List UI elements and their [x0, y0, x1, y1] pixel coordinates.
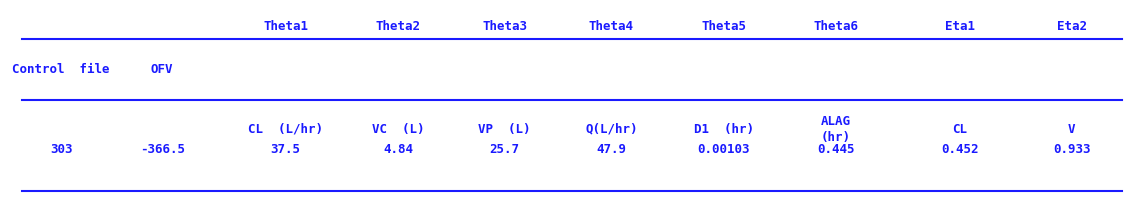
Text: VC  (L): VC (L): [372, 123, 424, 136]
Text: Theta2: Theta2: [376, 20, 420, 33]
Text: 0.00103: 0.00103: [697, 143, 750, 156]
Text: Q(L/hr): Q(L/hr): [586, 123, 638, 136]
Text: 25.7: 25.7: [489, 143, 520, 156]
Text: Theta3: Theta3: [482, 20, 527, 33]
Text: Control  file: Control file: [12, 63, 110, 76]
Text: Theta5: Theta5: [701, 20, 746, 33]
Text: 0.445: 0.445: [817, 143, 855, 156]
Text: 0.452: 0.452: [941, 143, 978, 156]
Text: Theta6: Theta6: [814, 20, 858, 33]
Text: Eta2: Eta2: [1057, 20, 1087, 33]
Text: OFV: OFV: [151, 63, 174, 76]
Text: Theta1: Theta1: [263, 20, 309, 33]
Text: -366.5: -366.5: [140, 143, 185, 156]
Text: VP  (L): VP (L): [479, 123, 531, 136]
Text: 303: 303: [50, 143, 73, 156]
Text: 4.84: 4.84: [382, 143, 413, 156]
Text: Theta4: Theta4: [589, 20, 633, 33]
Text: V: V: [1068, 123, 1076, 136]
Text: Eta1: Eta1: [944, 20, 975, 33]
Text: D1  (hr): D1 (hr): [693, 123, 754, 136]
Text: CL  (L/hr): CL (L/hr): [249, 123, 323, 136]
Text: 37.5: 37.5: [271, 143, 301, 156]
Text: CL: CL: [952, 123, 967, 136]
Text: ALAG
(hr): ALAG (hr): [821, 115, 851, 144]
Text: 0.933: 0.933: [1053, 143, 1091, 156]
Text: 47.9: 47.9: [596, 143, 627, 156]
